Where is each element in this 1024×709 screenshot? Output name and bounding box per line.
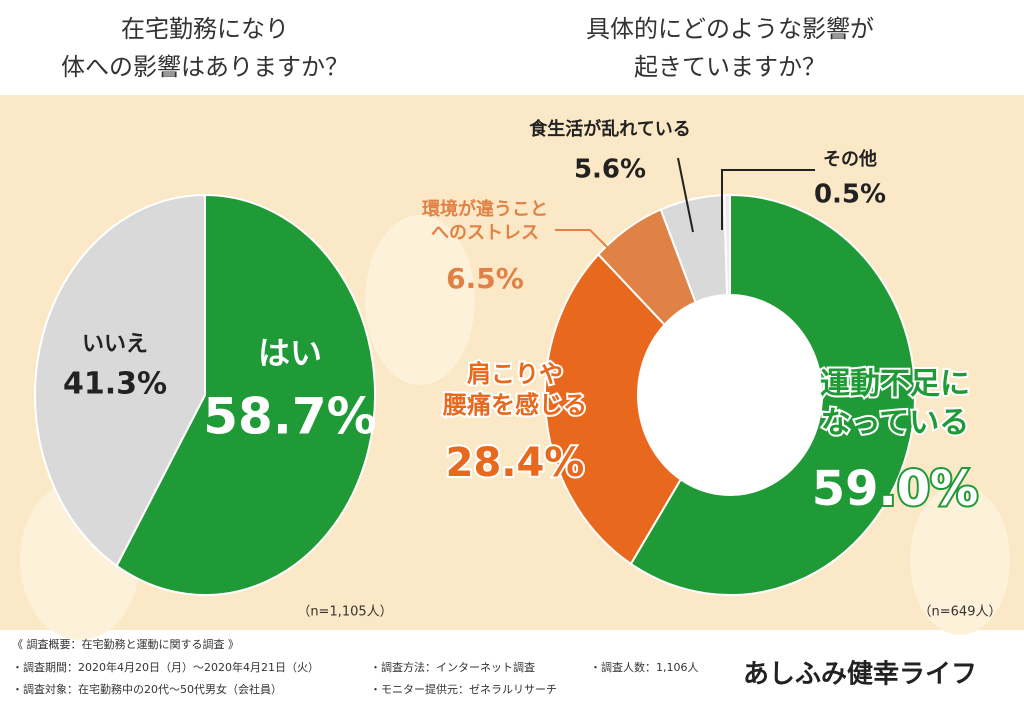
footer-heading: 《 調査概要：在宅勤務と運動に関する調査 》 (12, 637, 239, 651)
value-label: 6.5% (446, 262, 524, 295)
footer-item: ・調査人数：1,106人 (590, 660, 699, 674)
slice-label: 運動不足に (820, 367, 970, 402)
slice-label: はい (258, 334, 322, 372)
value-label: 5.6% (574, 155, 646, 185)
slice-label: なっている (821, 406, 970, 441)
slice (115, 193, 376, 596)
sample-note: （n=1,105人） (297, 605, 392, 620)
leader-line (721, 169, 815, 230)
value-label: 58.7% (203, 388, 376, 446)
leader-line (555, 229, 626, 266)
slice-label: へのストレス (431, 222, 539, 243)
chart-title: 具体的にどのような影響が (586, 15, 874, 43)
footer-item: ・調査対象：在宅勤務中の20代〜50代男女（会社員） (12, 682, 282, 696)
slice-label: いいえ (82, 332, 148, 357)
value-label: 28.4% (446, 440, 585, 486)
value-label: 59.0% (812, 461, 979, 517)
chart-title: 起きていますか？ (634, 53, 826, 81)
sample-note: （n=649人） (919, 605, 1002, 620)
footer-item: ・モニター提供元：ゼネラルリサーチ (370, 682, 557, 696)
chart-title: 体への影響はありますか？ (61, 53, 349, 81)
chart-title: 在宅勤務になり (121, 15, 289, 43)
leader-line (677, 157, 694, 233)
slice-label: その他 (823, 148, 877, 170)
value-label: 0.5% (814, 180, 886, 210)
slice-label: 食生活が乱れている (528, 118, 690, 140)
slice-label: 肩こりや (467, 360, 563, 388)
logo: あしふみ健幸ライフ (743, 660, 977, 690)
slice-label: 腰痛を感じる (442, 391, 587, 419)
slice-label: 環境が違うこと (422, 198, 548, 220)
slice (34, 193, 206, 568)
footer-item: ・調査方法：インターネット調査 (370, 660, 535, 674)
footer-item: ・調査期間：2020年4月20日（月）〜2020年4月21日（火） (12, 660, 319, 674)
donut-hole (638, 295, 822, 495)
value-label: 41.3% (63, 367, 167, 402)
